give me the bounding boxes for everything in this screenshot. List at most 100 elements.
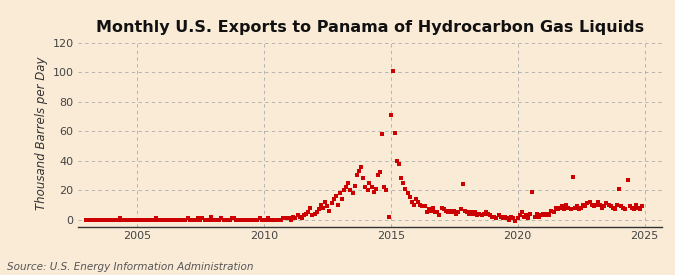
Point bbox=[425, 208, 436, 213]
Point bbox=[123, 217, 134, 222]
Point bbox=[457, 182, 468, 186]
Point bbox=[369, 189, 379, 194]
Point bbox=[246, 217, 256, 222]
Point bbox=[548, 210, 559, 214]
Point bbox=[637, 204, 648, 208]
Point bbox=[510, 219, 521, 223]
Point bbox=[324, 208, 335, 213]
Point bbox=[477, 213, 487, 217]
Point bbox=[290, 216, 301, 220]
Point bbox=[630, 203, 641, 207]
Point bbox=[171, 217, 182, 222]
Point bbox=[100, 217, 111, 222]
Point bbox=[451, 211, 462, 216]
Point bbox=[155, 217, 165, 222]
Point bbox=[159, 217, 170, 222]
Point bbox=[176, 217, 187, 222]
Point bbox=[271, 217, 281, 222]
Point bbox=[383, 214, 394, 219]
Point bbox=[442, 210, 453, 214]
Point bbox=[481, 210, 491, 214]
Point bbox=[229, 216, 240, 220]
Point bbox=[491, 216, 502, 220]
Point bbox=[563, 205, 574, 210]
Point bbox=[381, 188, 392, 192]
Point bbox=[599, 204, 610, 208]
Point bbox=[335, 191, 346, 195]
Point bbox=[165, 217, 176, 222]
Point bbox=[500, 214, 510, 219]
Point bbox=[142, 217, 153, 222]
Point bbox=[546, 208, 557, 213]
Point bbox=[367, 185, 377, 189]
Point bbox=[300, 211, 311, 216]
Point bbox=[413, 200, 424, 204]
Point bbox=[373, 173, 383, 178]
Point bbox=[483, 211, 493, 216]
Point bbox=[182, 216, 193, 220]
Point bbox=[311, 210, 322, 214]
Point bbox=[279, 216, 290, 220]
Point bbox=[203, 217, 214, 222]
Point bbox=[108, 217, 119, 222]
Point bbox=[298, 213, 309, 217]
Point bbox=[223, 217, 234, 222]
Point bbox=[538, 211, 549, 216]
Point bbox=[305, 205, 316, 210]
Point bbox=[371, 186, 381, 191]
Point bbox=[455, 207, 466, 211]
Point bbox=[379, 185, 389, 189]
Point bbox=[557, 204, 568, 208]
Point bbox=[398, 180, 408, 185]
Point bbox=[157, 217, 167, 222]
Point bbox=[540, 213, 551, 217]
Point bbox=[128, 217, 138, 222]
Point bbox=[434, 213, 445, 217]
Point bbox=[240, 217, 250, 222]
Point bbox=[582, 201, 593, 205]
Point bbox=[113, 217, 124, 222]
Point bbox=[489, 214, 500, 219]
Point bbox=[377, 132, 387, 136]
Point bbox=[328, 197, 339, 201]
Point bbox=[163, 217, 174, 222]
Point bbox=[468, 211, 479, 216]
Point bbox=[587, 203, 597, 207]
Point bbox=[205, 214, 216, 219]
Point bbox=[320, 200, 331, 204]
Point bbox=[309, 211, 320, 216]
Point bbox=[389, 130, 400, 135]
Point bbox=[227, 216, 238, 220]
Point bbox=[87, 217, 98, 222]
Point bbox=[261, 217, 271, 222]
Point bbox=[284, 216, 294, 220]
Point bbox=[134, 217, 144, 222]
Point bbox=[512, 216, 523, 220]
Point bbox=[326, 201, 337, 205]
Point bbox=[169, 217, 180, 222]
Point bbox=[428, 205, 439, 210]
Point bbox=[292, 213, 303, 217]
Point bbox=[533, 214, 544, 219]
Point bbox=[408, 203, 419, 207]
Point bbox=[559, 207, 570, 211]
Point bbox=[352, 173, 362, 178]
Point bbox=[497, 216, 508, 220]
Point bbox=[190, 217, 201, 222]
Point bbox=[597, 205, 608, 210]
Point bbox=[550, 205, 561, 210]
Point bbox=[466, 210, 477, 214]
Point bbox=[504, 217, 514, 222]
Point bbox=[402, 191, 413, 195]
Point bbox=[514, 213, 525, 217]
Point bbox=[578, 203, 589, 207]
Point bbox=[91, 217, 102, 222]
Point bbox=[146, 217, 157, 222]
Point bbox=[404, 195, 415, 200]
Point bbox=[106, 217, 117, 222]
Point bbox=[199, 217, 210, 222]
Point bbox=[220, 217, 231, 222]
Point bbox=[544, 213, 555, 217]
Point bbox=[256, 217, 267, 222]
Point bbox=[161, 217, 171, 222]
